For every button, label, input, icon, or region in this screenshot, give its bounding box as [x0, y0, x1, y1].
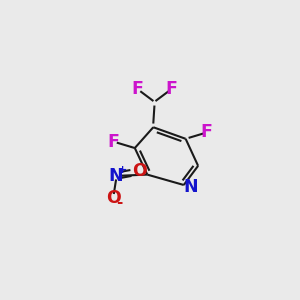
Text: -: -: [116, 195, 123, 210]
Text: F: F: [132, 80, 144, 98]
Text: F: F: [108, 133, 120, 151]
Text: N: N: [183, 178, 198, 196]
Text: F: F: [201, 124, 213, 142]
Text: O: O: [132, 162, 147, 180]
Text: F: F: [165, 80, 177, 98]
Text: +: +: [118, 165, 127, 175]
Text: N: N: [109, 167, 123, 185]
Text: O: O: [106, 189, 121, 207]
